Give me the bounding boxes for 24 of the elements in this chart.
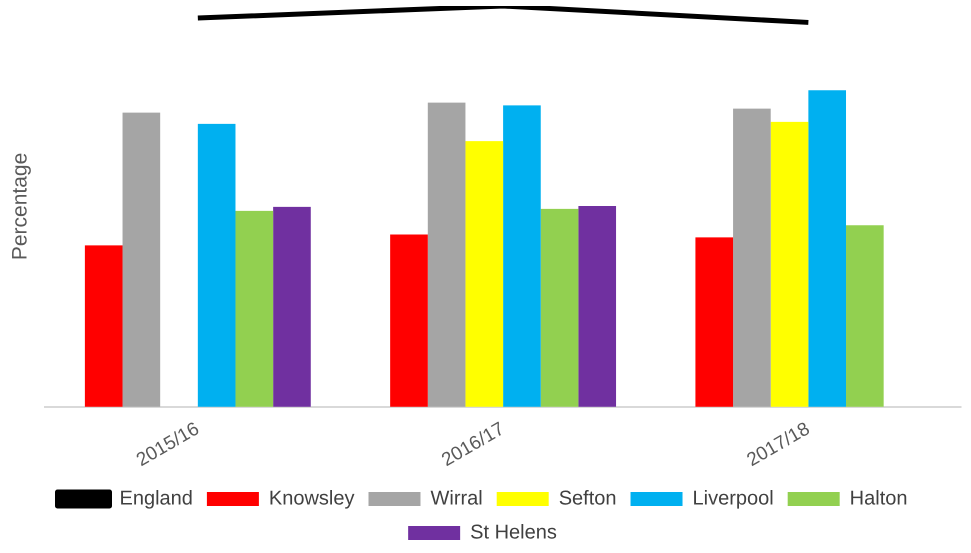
bar [578, 206, 616, 407]
bar [808, 90, 846, 407]
bar [122, 112, 160, 407]
bar [846, 225, 884, 407]
bar [770, 122, 808, 407]
bar [695, 237, 734, 407]
legend-label: Liverpool [692, 488, 774, 510]
bar [428, 102, 466, 407]
bar [733, 108, 771, 407]
bar [390, 234, 428, 407]
legend-label: Halton [850, 488, 908, 510]
bar [198, 124, 236, 407]
bar [540, 208, 578, 407]
legend-label: Wirral [430, 488, 483, 510]
bar [84, 245, 123, 407]
bar [273, 206, 311, 407]
y-axis-title: Percentage [8, 152, 32, 260]
legend-label: Sefton [558, 488, 617, 510]
legend-label: Knowsley [268, 488, 355, 510]
bar [235, 210, 274, 407]
bar [503, 105, 541, 407]
legend-label: St Helens [470, 522, 557, 544]
legend-label: England [120, 488, 193, 510]
bar [465, 141, 504, 407]
